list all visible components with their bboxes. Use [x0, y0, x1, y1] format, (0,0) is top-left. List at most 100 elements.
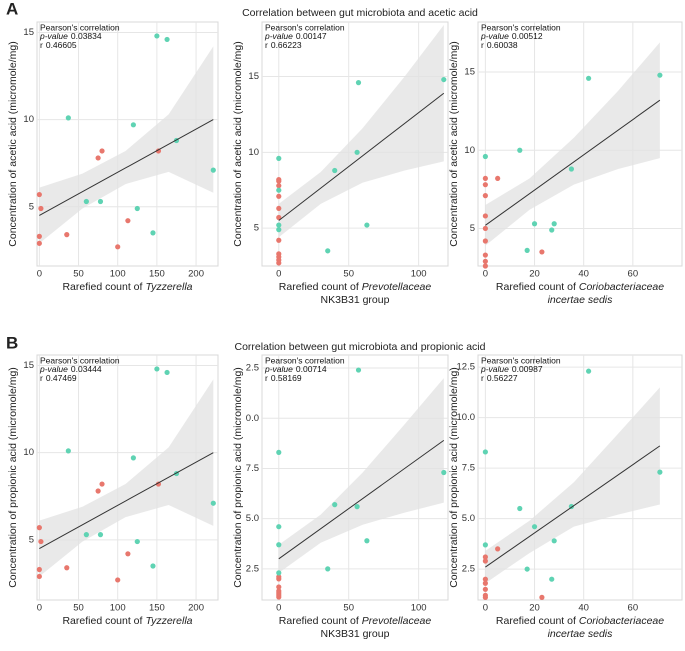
y-axis-label: Concentration of acetic acid (micromole/…: [448, 41, 460, 246]
data-point: [276, 594, 282, 600]
x-label-taxon: Prevotellaceae: [362, 281, 432, 293]
x-axis-label-line2: NK3B31 group: [321, 628, 390, 640]
data-point: [539, 594, 545, 600]
data-point: [482, 238, 488, 244]
x-axis-label: Rarefied count of Tyzzerella: [62, 281, 192, 293]
data-point: [332, 167, 338, 174]
y-tick-label: 2.5: [246, 563, 259, 574]
y-tick-label: 5: [470, 223, 475, 234]
x-tick-label: 50: [343, 269, 354, 280]
y-tick-label: 7.5: [246, 463, 259, 474]
confidence-band: [278, 378, 444, 573]
x-label-text: Rarefied count of: [62, 281, 142, 293]
stat-r: r 0.66223: [265, 40, 302, 50]
data-point: [482, 449, 488, 455]
p-value: 0.00714: [296, 364, 327, 374]
x-tick-label: 0: [483, 269, 488, 280]
data-point: [549, 227, 555, 233]
x-label-text: Rarefied count of: [496, 281, 576, 293]
p-label: p-value: [39, 364, 68, 374]
r-label: r: [265, 373, 268, 383]
data-point: [355, 80, 362, 86]
data-point: [482, 580, 488, 586]
x-axis-label-line2: NK3B31 group: [321, 294, 390, 306]
data-point: [482, 213, 488, 219]
x-label-taxon: Tyzzerella: [145, 281, 192, 293]
data-point: [551, 538, 557, 544]
data-point: [517, 505, 523, 512]
y-tick-label: 5.0: [462, 513, 475, 524]
regression-line: [39, 119, 214, 216]
data-point: [482, 252, 488, 258]
x-label-taxon: Coriobacteriaceae: [579, 615, 664, 627]
y-tick-label: 12.5: [457, 362, 476, 373]
r-label: r: [481, 373, 484, 383]
data-point: [64, 232, 70, 238]
stat-title: Pearson's correlation: [40, 22, 120, 32]
data-point: [276, 155, 282, 161]
data-point: [276, 183, 282, 189]
stat-r: r 0.47469: [40, 373, 77, 383]
stat-title: Pearson's correlation: [40, 355, 120, 365]
data-point: [36, 233, 42, 239]
y-tick-label: 10: [464, 145, 475, 156]
data-point: [276, 193, 282, 199]
r-value: 0.56227: [487, 373, 518, 383]
y-tick-label: 5: [29, 201, 34, 212]
data-point: [355, 367, 362, 373]
x-label-taxon: Tyzzerella: [145, 615, 192, 627]
x-tick-label: 150: [149, 603, 165, 614]
data-point: [210, 500, 216, 506]
regression-line: [278, 439, 445, 560]
y-tick-label: 10: [248, 147, 259, 158]
x-tick-label: 100: [110, 603, 126, 614]
data-point: [276, 237, 282, 243]
x-tick-label: 0: [276, 269, 281, 280]
y-axis-label: Concentration of propionic acid (micromo…: [448, 367, 460, 588]
data-point: [276, 222, 282, 228]
confidence-band: [485, 387, 660, 584]
x-tick-label: 50: [73, 603, 84, 614]
data-point: [38, 538, 44, 545]
x-label-taxon: Coriobacteriaceae: [579, 281, 664, 293]
data-point: [276, 178, 282, 184]
confidence-band: [39, 46, 214, 244]
regression-line: [485, 445, 661, 568]
p-label: p-value: [264, 31, 293, 41]
y-tick-label: 15: [464, 67, 475, 78]
r-value: 0.60038: [487, 40, 518, 50]
x-tick-label: 150: [149, 269, 165, 280]
regression-line: [485, 99, 661, 226]
y-tick-label: 7.5: [462, 463, 475, 474]
y-axis-label: Concentration of propionic acid (micromo…: [7, 367, 19, 588]
data-point: [99, 481, 105, 487]
data-point: [97, 198, 104, 205]
data-point: [276, 260, 282, 266]
x-tick-label: 0: [276, 603, 281, 614]
y-tick-label: 5: [254, 223, 259, 234]
data-point: [539, 249, 545, 255]
stat-p: p-value 0.00512: [480, 31, 543, 41]
stat-r: r 0.58169: [265, 373, 302, 383]
x-tick-label: 20: [529, 269, 540, 280]
x-axis-label: Rarefied count of Prevotellaceae: [279, 281, 432, 293]
data-point: [83, 532, 89, 538]
x-axis-label-line2: incertae sedis: [548, 294, 614, 306]
data-point: [97, 532, 104, 538]
data-point: [164, 36, 170, 43]
y-axis-label: Concentration of propionic acid (micromo…: [232, 367, 244, 588]
stat-title: Pearson's correlation: [265, 22, 345, 32]
data-point: [325, 248, 331, 254]
x-tick-label: 200: [188, 603, 204, 614]
data-point: [354, 149, 360, 155]
p-value: 0.00147: [296, 31, 327, 41]
data-point: [482, 554, 488, 560]
x-axis-label-line2: incertae sedis: [548, 628, 614, 640]
data-point: [150, 563, 156, 569]
panel-title: Correlation between gut microbiota and p…: [235, 341, 486, 353]
stat-r: r 0.56227: [481, 373, 518, 383]
panel-label: B: [6, 333, 18, 352]
r-label: r: [40, 40, 43, 50]
y-tick-label: 15: [23, 27, 34, 38]
